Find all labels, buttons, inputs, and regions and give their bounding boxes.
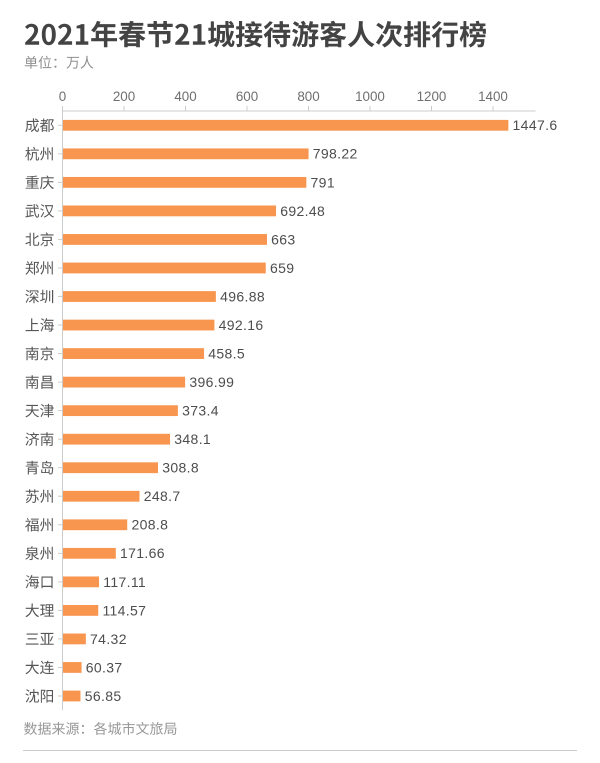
svg-text:659: 659 [270,260,294,276]
svg-text:663: 663 [271,231,295,247]
svg-text:692.48: 692.48 [280,203,325,219]
svg-text:1200: 1200 [417,89,447,104]
svg-text:74.32: 74.32 [90,631,127,647]
svg-text:1447.6: 1447.6 [513,117,558,133]
svg-text:0: 0 [59,89,66,104]
svg-text:1400: 1400 [478,89,508,104]
svg-text:1000: 1000 [355,89,385,104]
svg-text:800: 800 [297,89,319,104]
svg-text:308.8: 308.8 [162,460,199,476]
svg-text:496.88: 496.88 [220,288,265,304]
svg-text:798.22: 798.22 [313,146,358,162]
svg-text:600: 600 [236,89,258,104]
svg-text:200: 200 [113,89,135,104]
svg-text:60.37: 60.37 [86,659,123,675]
svg-text:208.8: 208.8 [131,517,168,533]
svg-text:348.1: 348.1 [174,431,211,447]
svg-text:248.7: 248.7 [144,488,181,504]
svg-text:458.5: 458.5 [208,345,245,361]
svg-text:117.11: 117.11 [103,574,146,590]
svg-text:56.85: 56.85 [85,688,122,704]
svg-text:396.99: 396.99 [189,374,234,390]
svg-text:400: 400 [174,89,196,104]
svg-text:373.4: 373.4 [182,403,219,419]
svg-text:492.16: 492.16 [219,317,264,333]
svg-text:171.66: 171.66 [120,545,165,561]
svg-text:791: 791 [311,174,335,190]
svg-text:114.57: 114.57 [102,602,146,618]
